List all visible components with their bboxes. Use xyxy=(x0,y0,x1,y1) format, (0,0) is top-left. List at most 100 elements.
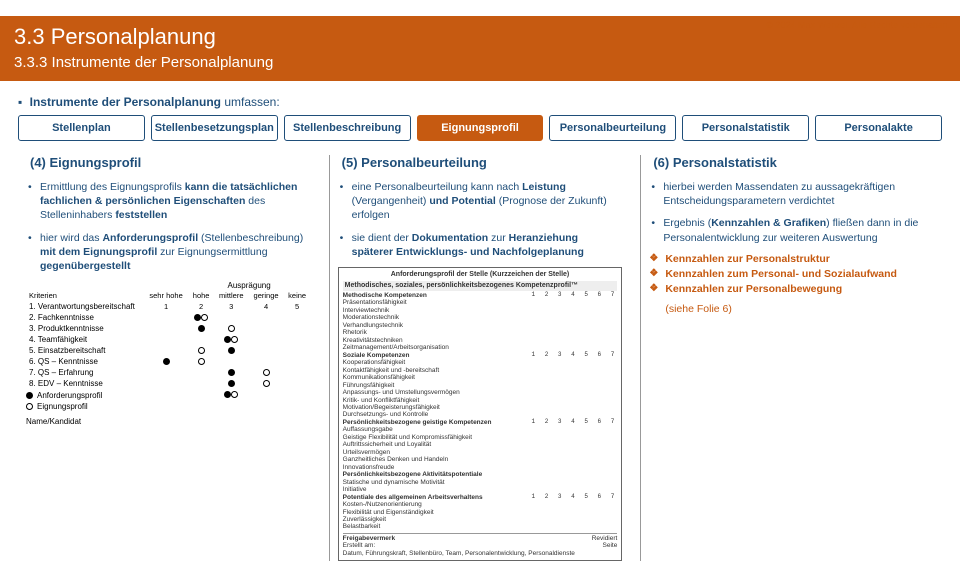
criterion-label: 5. Einsatzbereitschaft xyxy=(26,345,138,356)
form-footer-line1: Datum, Führungskraft, Stellenbüro, Team,… xyxy=(343,550,618,557)
dot-anforderung xyxy=(228,369,235,376)
dot-anforderung xyxy=(163,358,170,365)
col4-title: (4) Eignungsprofil xyxy=(26,155,311,170)
dot-eignung xyxy=(228,325,235,332)
dot-eignung xyxy=(263,380,270,387)
form-item: Interviewtechnik xyxy=(343,307,618,314)
dot-anforderung xyxy=(228,347,235,354)
dot-anforderung xyxy=(198,325,205,332)
instrument-stellenbesetzungsplan[interactable]: Stellenbesetzungsplan xyxy=(151,115,278,141)
form-section-header: Potentiale des allgemeinen Arbeitsverhal… xyxy=(343,494,618,501)
form-item: Kritik- und Konfliktfähigkeit xyxy=(343,397,618,404)
beurteilung-form: Anforderungsprofil der Stelle (Kurzzeich… xyxy=(338,267,623,561)
form-item: Auftrittssicherheit und Loyalität xyxy=(343,441,618,448)
intro-strong: Instrumente der Personalplanung xyxy=(30,95,221,109)
form-item: Kommunikationsfähigkeit xyxy=(343,374,618,381)
form-footer-header: Freigabevermerk xyxy=(343,535,395,542)
form-footer-line0: Erstellt am: xyxy=(343,542,376,549)
instrument-stellenplan[interactable]: Stellenplan xyxy=(18,115,145,141)
dot-anforderung xyxy=(224,336,231,343)
criterion-label: 8. EDV – Kenntnisse xyxy=(26,378,138,389)
dot-anforderung xyxy=(194,314,201,321)
bullet-item: sie dient der Dokumentation zur Heranzie… xyxy=(338,231,623,259)
col4-bullets: Ermittlung des Eignungsprofils kann die … xyxy=(26,180,311,273)
col6-bullets: hierbei werden Massendaten zu aussagekrä… xyxy=(649,180,934,245)
dot-eignung xyxy=(198,347,205,354)
dot-eignung xyxy=(201,314,208,321)
col5-title: (5) Personalbeurteilung xyxy=(338,155,623,170)
bullet-item: hierbei werden Massendaten zu aussagekrä… xyxy=(649,180,934,208)
instruments-row: StellenplanStellenbesetzungsplanStellenb… xyxy=(18,115,942,141)
bullet-item: Ergebnis (Kennzahlen & Grafiken) fließen… xyxy=(649,216,934,244)
criterion-label: 1. Verantwortungsbereitschaft xyxy=(26,301,138,312)
form-section-header: Methodische Kompetenzen1 2 3 4 5 6 7 xyxy=(343,292,618,299)
column-beurteilung: (5) Personalbeurteilung eine Personalbeu… xyxy=(329,155,631,561)
col5-bullets: eine Personalbeurteilung kann nach Leist… xyxy=(338,180,623,259)
copyright-text: © 2024 Max Wenzel. Alle Rechte vorbehalt… xyxy=(766,20,950,30)
form-item: Flexibilität und Eigenständigkeit xyxy=(343,509,618,516)
instrument-stellenbeschreibung[interactable]: Stellenbeschreibung xyxy=(284,115,411,141)
form-item: Kontaktfähigkeit und -bereitschaft xyxy=(343,367,618,374)
square-bullet-icon: ▪ xyxy=(18,95,22,109)
criteria-header: Kriterien xyxy=(26,290,138,301)
page-subtitle: 3.3.3 Instrumente der Personalplanung xyxy=(14,54,946,71)
form-item: Rhetorik xyxy=(343,329,618,336)
legend-eignung: Eignungsprofil xyxy=(26,402,138,411)
criterion-label: 3. Produktkenntnisse xyxy=(26,323,138,334)
dot-anforderung xyxy=(228,380,235,387)
bullet-item: hier wird das Anforderungsprofil (Stelle… xyxy=(26,231,311,274)
column-eignungsprofil: (4) Eignungsprofil Ermittlung des Eignun… xyxy=(18,155,319,561)
form-item: Belastbarkeit xyxy=(343,523,618,530)
form-footer-right1: Seite xyxy=(603,542,618,549)
form-footer-right0: Revidiert xyxy=(592,535,618,542)
form-section-header: Soziale Kompetenzen1 2 3 4 5 6 7 xyxy=(343,352,618,359)
dot-eignung xyxy=(231,336,238,343)
instrument-personalstatistik[interactable]: Personalstatistik xyxy=(682,115,809,141)
instrument-personalbeurteilung[interactable]: Personalbeurteilung xyxy=(549,115,676,141)
criterion-label: 7. QS – Erfahrung xyxy=(26,367,138,378)
form-item: Präsentationsfähigkeit xyxy=(343,299,618,306)
columns: (4) Eignungsprofil Ermittlung des Eignun… xyxy=(18,155,942,561)
form-item: Auffassungsgabe xyxy=(343,426,618,433)
eignung-diagram: Ausprägung Kriterien 1. Verantwortungsbe… xyxy=(26,281,311,426)
kennzahl-item: Kennzahlen zur Personalstruktur xyxy=(649,253,934,265)
bullet-item: Ermittlung des Eignungsprofils kann die … xyxy=(26,180,311,223)
form-item: Motivation/Begeisterungsfähigkeit xyxy=(343,404,618,411)
instrument-personalakte[interactable]: Personalakte xyxy=(815,115,942,141)
legend-anforderung: Anforderungsprofil xyxy=(26,391,138,400)
form-section-header: Persönlichkeitsbezogene geistige Kompete… xyxy=(343,419,618,426)
form-item: Innovationsfreude xyxy=(343,464,618,471)
form-item: Ganzheitliches Denken und Handeln xyxy=(343,456,618,463)
col6-kennzahlen: Kennzahlen zur Personalstruktur Kennzahle… xyxy=(649,253,934,295)
form-item: Moderationstechnik xyxy=(343,314,618,321)
form-item: Statische und dynamische Motivität xyxy=(343,479,618,486)
dot-eignung xyxy=(231,391,238,398)
kennzahl-item: Kennzahlen zur Personalbewegung xyxy=(649,283,934,295)
form-item: Kreativitätstechniken xyxy=(343,337,618,344)
form-item: Geistige Flexibilität und Kompromissfähi… xyxy=(343,434,618,441)
instrument-eignungsprofil[interactable]: Eignungsprofil xyxy=(417,115,544,141)
diagram-axis-label: Ausprägung xyxy=(26,281,311,290)
form-item: Kosten-/Nutzenorientierung xyxy=(343,501,618,508)
see-folie-note: (siehe Folie 6) xyxy=(649,303,934,315)
column-statistik: (6) Personalstatistik hierbei werden Mas… xyxy=(640,155,942,561)
dot-eignung xyxy=(198,358,205,365)
kennzahl-item: Kennzahlen zum Personal- und Sozialaufwa… xyxy=(649,268,934,280)
form-title: Anforderungsprofil der Stelle (Kurzzeich… xyxy=(343,271,618,279)
name-kandidat-label: Name/Kandidat xyxy=(26,417,138,426)
form-item: Kooperationsfähigkeit xyxy=(343,359,618,366)
intro-suffix: umfassen: xyxy=(221,95,280,109)
criterion-label: 4. Teamfähigkeit xyxy=(26,334,138,345)
form-section-header: Persönlichkeitsbezogene Aktivitätspotent… xyxy=(343,471,618,478)
form-item: Führungsfähigkeit xyxy=(343,382,618,389)
dot-anforderung xyxy=(224,391,231,398)
col6-title: (6) Personalstatistik xyxy=(649,155,934,170)
form-band: Methodisches, soziales, persönlichkeitsb… xyxy=(343,281,618,291)
intro-line: ▪ Instrumente der Personalplanung umfass… xyxy=(18,95,942,109)
form-item: Verhandlungstechnik xyxy=(343,322,618,329)
dot-eignung xyxy=(263,369,270,376)
form-item: Zuverlässigkeit xyxy=(343,516,618,523)
form-item: Urteilsvermögen xyxy=(343,449,618,456)
criterion-label: 6. QS – Kenntnisse xyxy=(26,356,138,367)
criterion-label: 2. Fachkenntnisse xyxy=(26,312,138,323)
